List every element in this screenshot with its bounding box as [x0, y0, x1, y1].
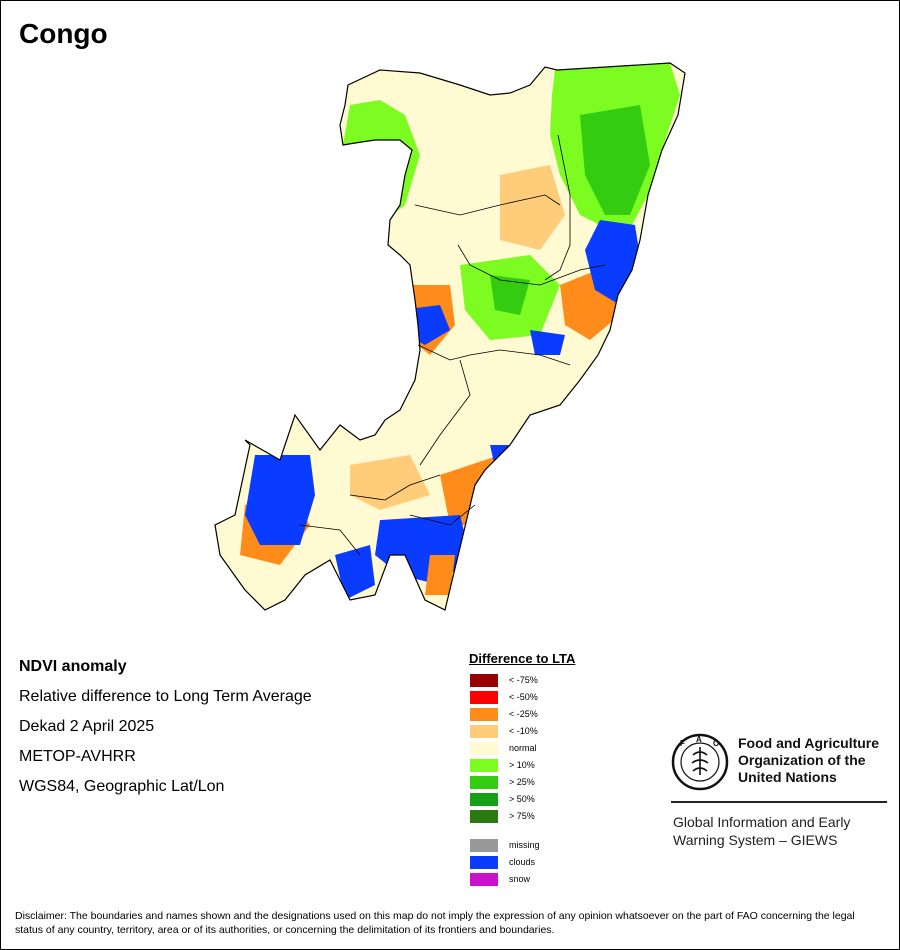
- legend-swatch: [470, 793, 498, 806]
- legend-item: < -50%: [469, 689, 629, 706]
- legend-label: normal: [509, 743, 537, 753]
- legend-label: < -10%: [509, 726, 538, 736]
- legend-item: clouds: [469, 854, 629, 871]
- svg-text:A: A: [696, 735, 702, 744]
- legend-item: < -75%: [469, 672, 629, 689]
- fao-org-name: Food and Agriculture Organization of the…: [738, 735, 880, 785]
- map-title: Congo: [19, 18, 108, 49]
- giews-name: Global Information and Early Warning Sys…: [673, 814, 851, 848]
- svg-text:F: F: [680, 739, 685, 748]
- legend-item: > 50%: [469, 791, 629, 808]
- legend-swatch: [470, 776, 498, 789]
- product-description: Relative difference to Long Term Average: [19, 688, 312, 705]
- legend-items: < -75% < -50% < -25% < -10% normal > 10% > 25%…: [469, 672, 629, 825]
- period-label: Dekad 2 April 2025: [19, 718, 155, 735]
- legend-swatch: [470, 839, 498, 852]
- legend-item: missing: [469, 837, 629, 854]
- legend-swatch: [470, 873, 498, 886]
- legend-label: < -25%: [509, 709, 538, 719]
- legend-extra-items: missing clouds snow: [469, 837, 629, 888]
- legend-swatch: [470, 759, 498, 772]
- legend-label: snow: [509, 874, 531, 884]
- legend-label: > 10%: [509, 760, 535, 770]
- legend-item: > 10%: [469, 757, 629, 774]
- svg-text:O: O: [713, 739, 719, 748]
- legend-title: Difference to LTA: [469, 651, 576, 666]
- map-legend: Difference to LTA < -75% < -50% < -25% < -1…: [469, 651, 629, 888]
- legend-item: normal: [469, 740, 629, 757]
- sensor-label: METOP-AVHRR: [19, 748, 136, 765]
- legend-swatch: [470, 674, 498, 687]
- legend-item: snow: [469, 871, 629, 888]
- map-info-block: NDVI anomaly Relative difference to Long…: [19, 656, 312, 806]
- legend-swatch: [470, 742, 498, 755]
- legend-swatch: [470, 708, 498, 721]
- country-border: [214, 62, 686, 611]
- legend-item: > 25%: [469, 774, 629, 791]
- congo-ndvi-map: [214, 62, 686, 611]
- product-name: NDVI anomaly: [19, 658, 127, 675]
- legend-label: > 75%: [509, 811, 535, 821]
- region-borders: [299, 134, 606, 556]
- congo-territory: [215, 63, 685, 610]
- legend-item: < -25%: [469, 706, 629, 723]
- legend-label: < -50%: [509, 692, 538, 702]
- projection-label: WGS84, Geographic Lat/Lon: [19, 778, 225, 795]
- legend-swatch: [470, 810, 498, 823]
- legend-item: < -10%: [469, 723, 629, 740]
- fao-logo-icon: F A O: [671, 733, 729, 791]
- legend-label: missing: [509, 840, 540, 850]
- legend-label: > 50%: [509, 794, 535, 804]
- disclaimer-text: Disclaimer: The boundaries and names sho…: [15, 910, 855, 936]
- legend-label: > 25%: [509, 777, 535, 787]
- legend-label: < -75%: [509, 675, 538, 685]
- fao-divider: [671, 801, 887, 803]
- legend-swatch: [470, 856, 498, 869]
- legend-item: > 75%: [469, 808, 629, 825]
- legend-swatch: [470, 691, 498, 704]
- legend-swatch: [470, 725, 498, 738]
- legend-label: clouds: [509, 857, 536, 867]
